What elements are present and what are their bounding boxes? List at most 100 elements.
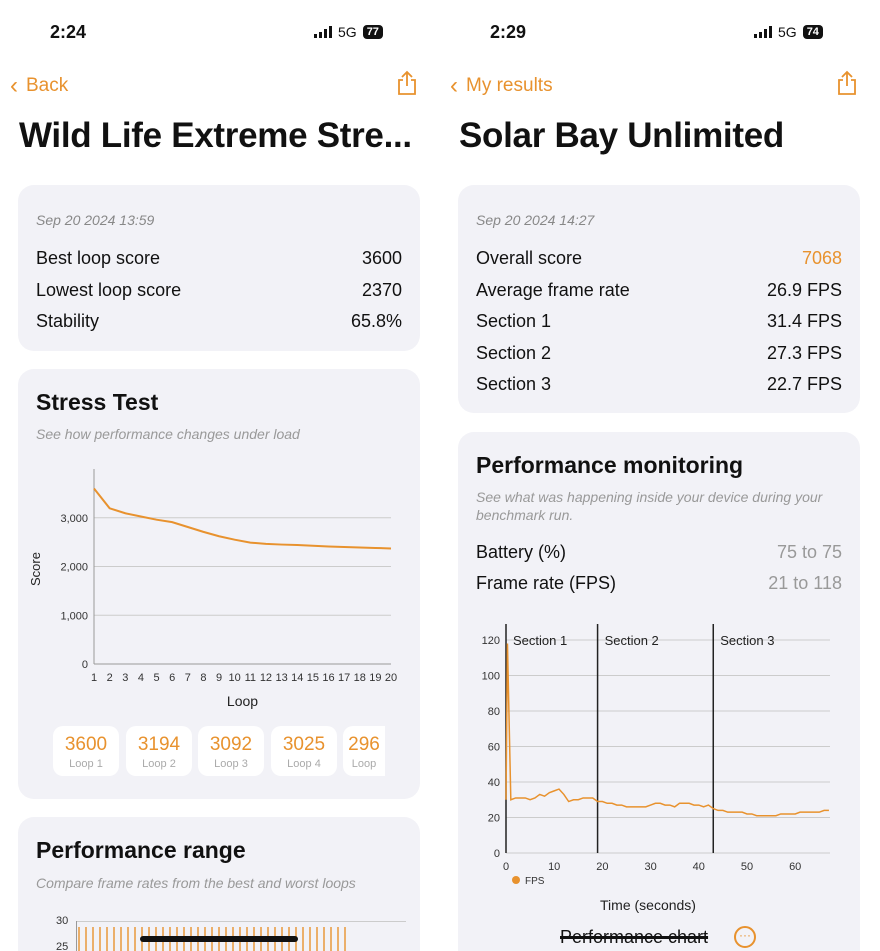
y-tick-label: 100 (482, 671, 500, 683)
x-tick-label: 20 (596, 861, 608, 873)
status-time: 2:29 (490, 22, 527, 42)
y-tick-label: 120 (482, 635, 500, 647)
range-tick: 25 (56, 941, 69, 951)
status-icons: 5G 77 (314, 24, 383, 40)
summary-card: Sep 20 2024 14:27 Overall score 7068 Aver… (458, 185, 860, 413)
fps-chart: 0 20 40 60 80 100 120 0 10 20 30 40 50 60 Section 1 Sec… (482, 624, 830, 913)
wild-life-screen: 2:24 5G 77 ‹ Back Wild Life Extreme Stre.… (10, 22, 420, 951)
performance-range-card: Performance range Compare frame rates fr… (18, 817, 420, 951)
stress-test-card: Stress Test See how performance changes … (18, 369, 420, 799)
section-label: Section 3 (720, 633, 774, 648)
performance-chart-label[interactable]: Performance chart (560, 927, 709, 947)
y-tick-label: 2,000 (60, 562, 88, 574)
range-title: Performance range (36, 837, 246, 863)
x-tick-label: 20 (385, 672, 397, 684)
x-tick-label: 6 (169, 672, 175, 684)
summary-row: Stability 65.8% (36, 311, 402, 331)
summary-card: Sep 20 2024 13:59 Best loop score 3600 Lo… (18, 185, 420, 351)
x-tick-label: 3 (122, 672, 128, 684)
status-icons: 5G 74 (754, 24, 823, 40)
x-tick-label: 5 (153, 672, 159, 684)
performance-monitoring-card: Performance monitoring See what was happ… (458, 432, 860, 951)
y-tick-label: 80 (488, 706, 500, 718)
x-tick-label: 15 (307, 672, 319, 684)
x-tick-label: 11 (245, 672, 256, 684)
x-tick-label: 30 (644, 861, 656, 873)
summary-row: Section 1 31.4 FPS (476, 311, 842, 331)
page-title: Solar Bay Unlimited (459, 116, 784, 155)
home-indicator (140, 936, 298, 942)
network-label: 5G (778, 24, 797, 40)
x-tick-label: 14 (291, 672, 303, 684)
y-tick-label: 0 (82, 659, 88, 671)
share-icon[interactable] (396, 70, 418, 96)
signal-icon (754, 26, 772, 38)
loop-card[interactable]: 296 Loop (343, 726, 385, 776)
y-tick-label: 0 (494, 848, 500, 860)
summary-row: Overall score 7068 (476, 248, 842, 268)
x-tick-label: 12 (260, 672, 272, 684)
share-icon[interactable] (836, 70, 858, 96)
x-tick-label: 1 (91, 672, 97, 684)
solar-bay-screen: 2:29 5G 74 ‹ My results Solar Bay Unlimit… (440, 0, 880, 951)
chevron-left-icon: ‹ (10, 72, 18, 99)
monitor-row: Frame rate (FPS) 21 to 118 (476, 573, 842, 593)
loop-card[interactable]: 3025 Loop 4 (271, 726, 337, 776)
summary-row: Section 3 22.7 FPS (476, 374, 842, 394)
axis (76, 921, 77, 951)
back-label: My results (466, 75, 553, 96)
x-tick-label: 4 (138, 672, 144, 684)
x-axis-title: Loop (227, 693, 258, 709)
gridline (76, 921, 406, 922)
y-tick-label: 60 (488, 742, 500, 754)
section-label: Section 2 (605, 633, 659, 648)
summary-row: Section 2 27.3 FPS (476, 343, 842, 363)
legend-dot (512, 876, 520, 884)
fps-line (505, 643, 829, 817)
y-axis-title: Score (28, 552, 43, 586)
monitor-row: Battery (%) 75 to 75 (476, 542, 842, 562)
x-tick-label: 40 (693, 861, 705, 873)
x-tick-label: 16 (322, 672, 334, 684)
battery-icon: 74 (802, 25, 823, 39)
section-label: Section 1 (513, 633, 567, 648)
my-results-button[interactable]: ‹ My results (450, 72, 553, 100)
stress-subtitle: See how performance changes under load (36, 426, 300, 442)
result-date: Sep 20 2024 14:27 (476, 212, 595, 228)
status-time: 2:24 (50, 22, 87, 42)
x-tick-label: 13 (275, 672, 287, 684)
page-title: Wild Life Extreme Stre... (19, 116, 412, 155)
score-line (93, 487, 392, 550)
x-tick-label: 0 (503, 861, 509, 873)
y-tick-label: 40 (488, 777, 500, 789)
x-axis-title: Time (seconds) (600, 897, 696, 913)
signal-icon (314, 26, 332, 38)
monitor-subtitle: See what was happening inside your devic… (476, 489, 823, 523)
y-tick-label: 3,000 (60, 513, 88, 525)
x-tick-label: 10 (548, 861, 560, 873)
loop-card[interactable]: 3194 Loop 2 (126, 726, 192, 776)
chevron-left-icon: ‹ (450, 72, 458, 99)
x-tick-label: 9 (216, 672, 222, 684)
x-tick-label: 60 (789, 861, 801, 873)
range-subtitle: Compare frame rates from the best and wo… (36, 875, 356, 891)
monitor-title: Performance monitoring (476, 452, 744, 478)
range-tick: 30 (56, 915, 69, 927)
summary-row: Lowest loop score 2370 (36, 280, 402, 300)
back-label: Back (26, 75, 69, 96)
summary-row: Best loop score 3600 (36, 248, 402, 268)
x-tick-label: 50 (741, 861, 753, 873)
back-button[interactable]: ‹ Back (10, 72, 68, 100)
network-label: 5G (338, 24, 357, 40)
legend-label: FPS (525, 876, 545, 887)
loop-card[interactable]: 3092 Loop 3 (198, 726, 264, 776)
stress-title: Stress Test (36, 389, 159, 415)
y-tick-label: 20 (488, 813, 500, 825)
x-tick-label: 8 (200, 672, 206, 684)
loop-card[interactable]: 3600 Loop 1 (53, 726, 119, 776)
more-icon[interactable]: ··· (734, 926, 756, 948)
summary-row: Average frame rate 26.9 FPS (476, 280, 842, 300)
x-tick-label: 7 (185, 672, 191, 684)
x-tick-label: 19 (369, 672, 381, 684)
